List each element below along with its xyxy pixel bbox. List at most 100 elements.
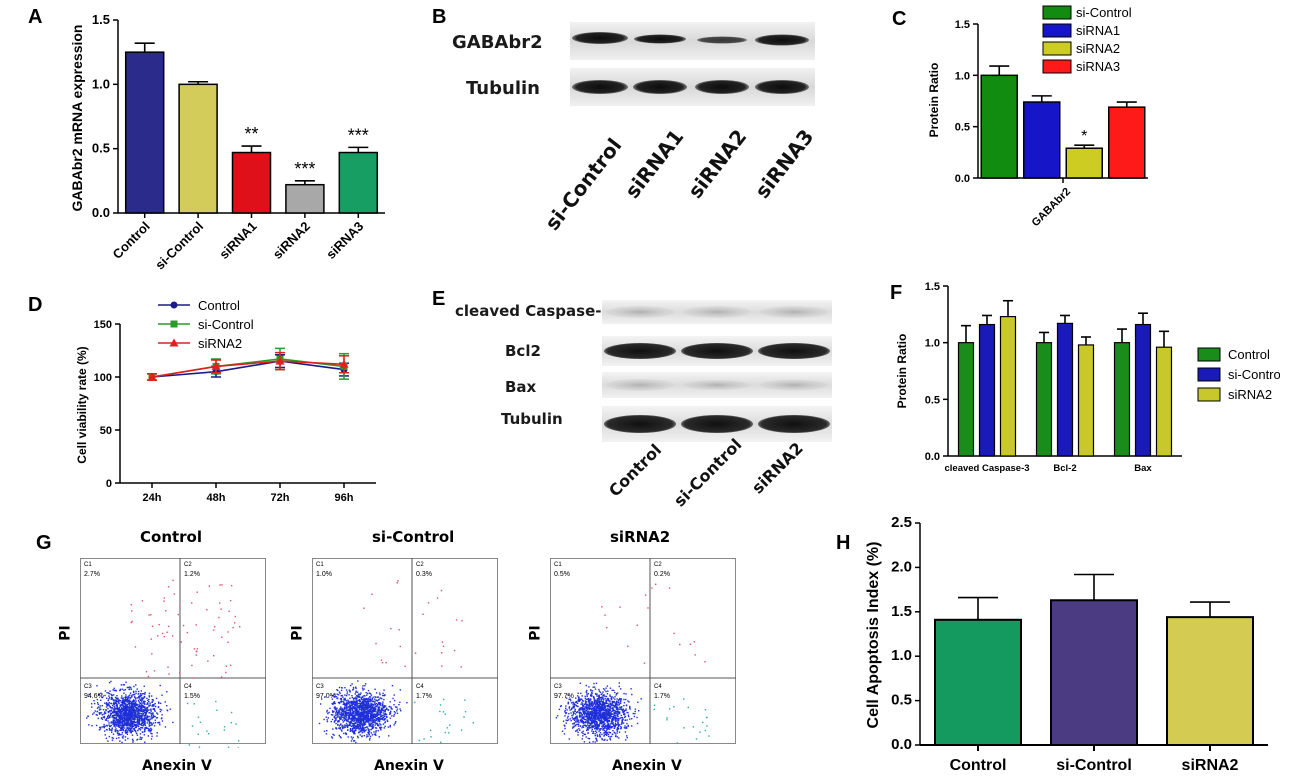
flow-dot <box>563 724 565 727</box>
flow-dot <box>609 705 612 708</box>
flow-dot <box>615 703 618 705</box>
flow-dot <box>116 729 119 732</box>
flow-dot <box>351 696 354 699</box>
flow-dot <box>143 717 145 719</box>
flow-dot <box>590 713 592 716</box>
flow-dot <box>343 726 345 729</box>
flow-dot <box>126 703 129 706</box>
flow-dot <box>352 697 355 700</box>
flow-dot <box>329 707 331 710</box>
flow-dot <box>594 727 596 730</box>
flow-dot <box>363 709 365 712</box>
flow-dot <box>377 723 379 726</box>
flow-dot <box>348 709 350 711</box>
flow-dot <box>364 695 366 697</box>
flow-dot <box>375 642 377 645</box>
flow-dot <box>604 614 606 616</box>
flow-dot <box>590 699 592 701</box>
flow-dot <box>612 697 615 699</box>
flow-dot <box>594 741 596 743</box>
flow-dot <box>109 725 111 728</box>
flow-dot <box>147 709 149 711</box>
flow-dot <box>379 702 381 705</box>
flow-dot <box>353 697 356 699</box>
flow-dot <box>601 606 603 608</box>
flow-dot <box>601 716 603 719</box>
flow-dot <box>109 714 112 717</box>
x-tick-label: siRNA2 <box>270 219 313 262</box>
flow-dot <box>124 700 126 703</box>
flow-dot <box>128 713 131 716</box>
flow-dot <box>115 702 118 705</box>
flow-dot <box>159 708 161 711</box>
flow-dot <box>603 707 605 709</box>
flow-dot <box>624 727 627 729</box>
flow-dot <box>622 711 624 714</box>
flow-dot <box>366 705 369 708</box>
flow-dot <box>622 710 624 712</box>
flow-dot <box>616 720 618 722</box>
flow-dot <box>378 717 380 719</box>
flow-dot <box>150 728 153 731</box>
flow-dot <box>338 702 341 705</box>
flow-dot <box>564 715 566 717</box>
flow-dot <box>361 724 364 726</box>
flow-dot <box>349 710 352 712</box>
flow-dot <box>356 700 358 703</box>
flow-dot <box>356 713 359 715</box>
flow-dot <box>141 722 144 724</box>
flow-dot <box>143 685 145 687</box>
flow-dot <box>604 723 606 725</box>
flow-dot <box>107 703 110 706</box>
flow-dot <box>585 692 588 694</box>
x-tick-label: Control <box>950 757 1007 774</box>
flow-dot <box>572 703 574 705</box>
flow-dot <box>568 698 570 701</box>
flow-dot <box>144 715 146 717</box>
flow-dot <box>636 716 638 719</box>
flow-dot <box>581 720 583 722</box>
flow-dot <box>590 708 593 710</box>
flow-dot <box>613 706 616 708</box>
flow-dot <box>624 739 627 741</box>
quadrant-value: 94.6% <box>84 693 104 700</box>
flow-dot <box>96 710 98 713</box>
flow-dot <box>117 723 119 725</box>
flow-dot <box>602 698 604 700</box>
flow-dot <box>369 737 371 740</box>
flow-dot <box>607 733 610 736</box>
flow-dot <box>141 721 144 723</box>
bar <box>1023 101 1061 179</box>
flow-dot <box>601 712 603 715</box>
flow-dot <box>342 721 344 723</box>
flow-dot <box>111 736 113 739</box>
flow-dot <box>101 704 103 707</box>
flow-dot <box>362 685 364 687</box>
flow-dot <box>601 733 603 736</box>
flow-dot <box>128 720 130 722</box>
flow-dot <box>343 718 345 720</box>
flow-dot <box>121 741 123 744</box>
flow-dot <box>572 723 574 725</box>
flow-dot <box>347 699 349 701</box>
flow-dot <box>129 719 131 721</box>
flow-dot <box>375 730 377 732</box>
flow-dot <box>115 717 117 720</box>
flow-dot <box>105 708 107 711</box>
flow-dot <box>592 730 595 733</box>
flow-dot <box>132 730 134 732</box>
flow-dot <box>360 692 362 694</box>
flow-dot <box>585 703 588 706</box>
flow-dot <box>134 698 137 700</box>
flow-dot <box>108 701 110 704</box>
flow-dot <box>339 692 341 694</box>
flow-dot <box>394 722 396 724</box>
flow-dot <box>620 708 622 710</box>
flow-dot <box>564 725 566 727</box>
flow-dot <box>354 703 357 705</box>
flow-dot <box>354 704 356 707</box>
flow-dot <box>332 733 334 736</box>
flow-dot <box>141 710 143 712</box>
flow-dot <box>576 711 579 713</box>
flow-dot <box>119 709 122 712</box>
